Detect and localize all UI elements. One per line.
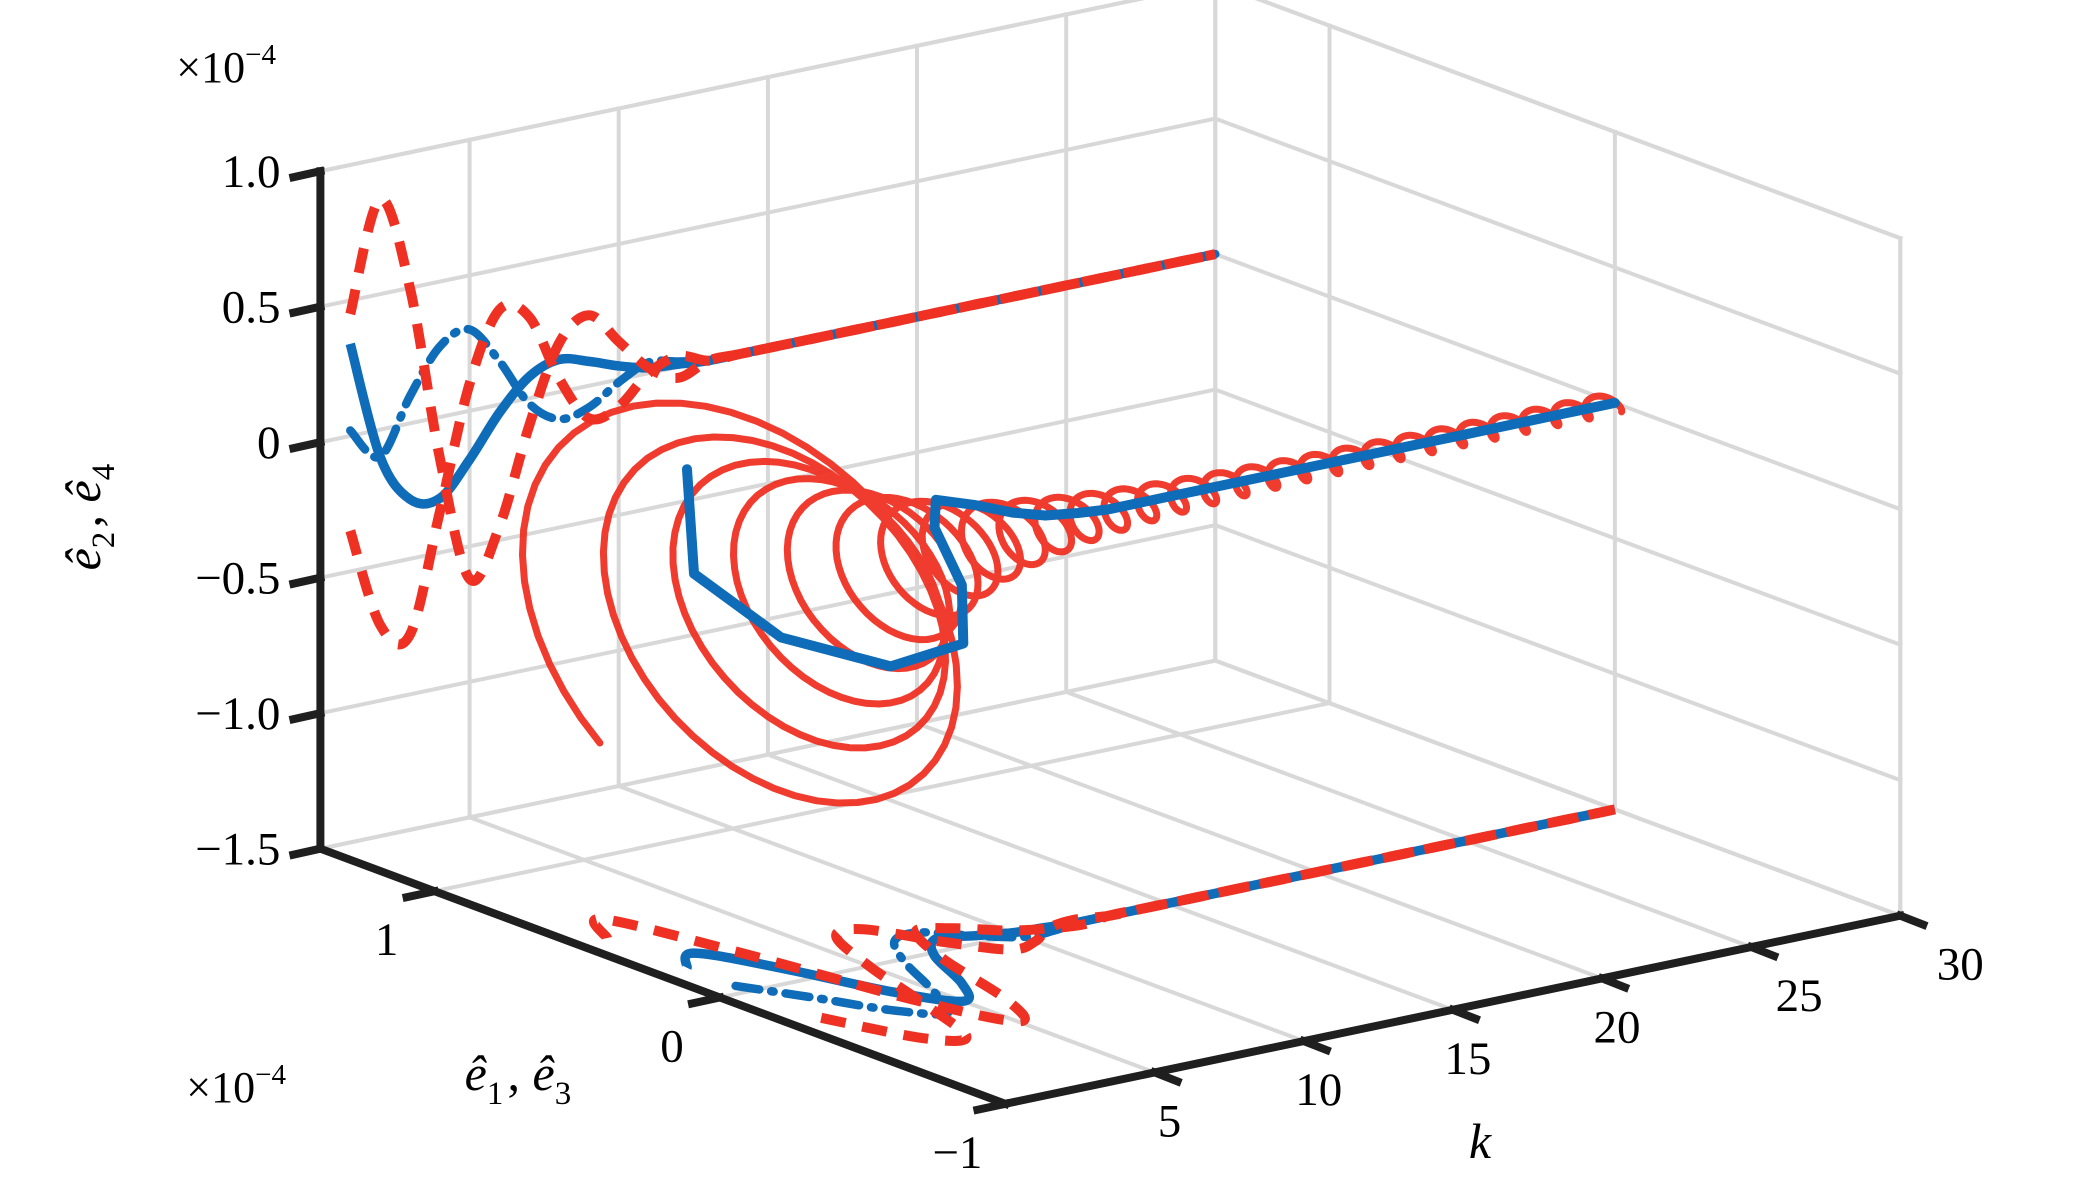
z-tick-label: −0.5 xyxy=(195,553,280,605)
x-axis-title: ê1 , ê3 xyxy=(465,1045,576,1112)
k-tick xyxy=(1596,973,1631,993)
floor-grid-k xyxy=(914,720,1605,981)
wall-projection-curves xyxy=(345,194,1220,650)
rightwall-grid-z xyxy=(1254,0,1903,241)
axis-labels: 1.00.50−0.5−1.0−1.510−151015202530×10−4 … xyxy=(55,39,1984,1179)
z-tick-label: −1.5 xyxy=(195,824,280,876)
k-tick-label: 10 xyxy=(1295,1064,1342,1116)
z-tick xyxy=(288,843,326,860)
floor-grid-k xyxy=(467,814,1158,1075)
z-tick-label: 1.0 xyxy=(222,146,281,198)
z-tick xyxy=(288,437,326,453)
k-axis-title: k xyxy=(1469,1113,1492,1169)
red-helix-path xyxy=(519,392,1626,807)
x-exponent-label: ×10−4 xyxy=(186,1059,289,1112)
k-tick-label: 15 xyxy=(1444,1033,1491,1085)
edge-rightwall-top xyxy=(1254,0,1903,241)
x-tick-label: 0 xyxy=(660,1021,684,1073)
k-tick-label: 25 xyxy=(1776,970,1823,1022)
floor-grid-k xyxy=(616,783,1307,1044)
z-tick xyxy=(288,301,326,318)
rightwall-grid-z xyxy=(1212,116,1903,377)
floor-curve-red-dashed xyxy=(589,804,1616,1027)
z-tick xyxy=(288,572,326,589)
rightwall-grid-z xyxy=(1212,522,1903,783)
k-tick xyxy=(1746,941,1780,962)
z-tick-label: 0 xyxy=(257,417,281,469)
floor-projection-curves xyxy=(589,804,1620,1046)
x-tick-label: −1 xyxy=(932,1127,982,1179)
z-tick xyxy=(288,708,326,724)
axes xyxy=(288,166,1929,1115)
floor-curve-red-dashed xyxy=(820,804,1616,1046)
rightwall-grid-z xyxy=(1212,251,1903,512)
k-tick xyxy=(1298,1035,1332,1056)
k-tick xyxy=(1149,1067,1183,1087)
blue-3d-trajectory xyxy=(682,397,1620,672)
z-tick xyxy=(288,166,326,182)
x-tick xyxy=(401,886,440,902)
x-tick xyxy=(687,992,725,1009)
wall-curve-red-dashed xyxy=(345,194,1217,586)
uncertainty-helix-rings xyxy=(519,392,1626,807)
wall-curve-red-dashed xyxy=(345,249,1217,650)
edge-rightwall-floor xyxy=(1212,658,1903,919)
box-edges xyxy=(318,0,1903,919)
k-tick xyxy=(1895,910,1929,930)
k-tick xyxy=(1447,1004,1481,1024)
z-tick-label: 0.5 xyxy=(222,282,281,334)
z-exponent-label: ×10−4 xyxy=(176,39,279,92)
k-tick-label: 30 xyxy=(1937,939,1984,991)
x-tick-label: 1 xyxy=(375,914,399,966)
z-axis-title: ê2 , ê4 xyxy=(55,460,122,571)
edge-leftwall-floor xyxy=(318,658,1218,852)
z-tick-label: −1.0 xyxy=(195,688,280,740)
k-tick-label: 5 xyxy=(1158,1095,1182,1147)
k-tick-label: 20 xyxy=(1594,1001,1641,1053)
x-tick xyxy=(972,1099,1011,1115)
edge-leftwall-top xyxy=(318,0,1145,174)
floor-grid-k xyxy=(1063,689,1754,950)
